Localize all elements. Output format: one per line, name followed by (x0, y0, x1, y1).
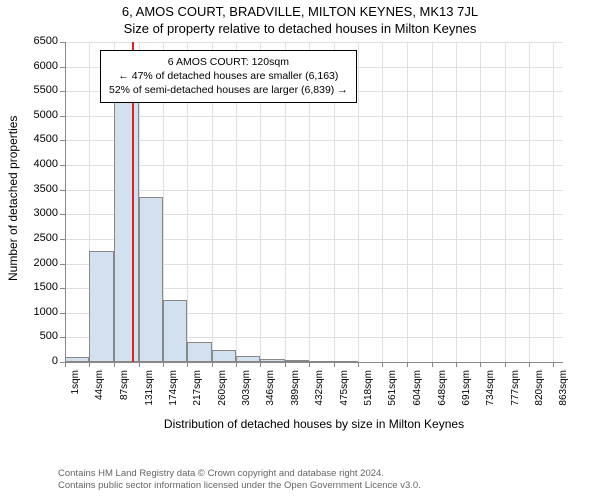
y-tick-label: 3000 (20, 207, 58, 219)
y-tick-label: 2000 (20, 257, 58, 269)
x-tick-label: 734sqm (485, 370, 496, 418)
x-axis (65, 362, 563, 363)
histogram-bar (163, 300, 187, 362)
x-tick-label: 303sqm (241, 370, 252, 418)
grid-line (358, 42, 359, 362)
grid-line (432, 42, 433, 362)
callout-line3: 52% of semi-detached houses are larger (… (109, 83, 348, 97)
page-title: 6, AMOS COURT, BRADVILLE, MILTON KEYNES,… (0, 0, 600, 19)
histogram-bar (89, 251, 113, 362)
callout-line1: 6 AMOS COURT: 120sqm (109, 55, 348, 69)
x-tick-label: 561sqm (387, 370, 398, 418)
y-tick-label: 5000 (20, 109, 58, 121)
y-tick-label: 3500 (20, 183, 58, 195)
y-tick-label: 1500 (20, 281, 58, 293)
x-axis-label: Distribution of detached houses by size … (65, 417, 563, 431)
grid-line (65, 116, 563, 117)
y-axis-label: Number of detached properties (6, 121, 20, 281)
grid-line (480, 42, 481, 362)
grid-line (456, 42, 457, 362)
grid-line (529, 42, 530, 362)
histogram-bar (114, 91, 139, 362)
y-tick-label: 4500 (20, 133, 58, 145)
grid-line (553, 42, 554, 362)
y-tick-label: 1000 (20, 306, 58, 318)
footer-attribution: Contains HM Land Registry data © Crown c… (58, 468, 421, 493)
grid-line (382, 42, 383, 362)
x-tick-label: 604sqm (412, 370, 423, 418)
y-tick-label: 6500 (20, 35, 58, 47)
grid-line (65, 42, 563, 43)
x-tick-label: 389sqm (290, 370, 301, 418)
y-tick-label: 6000 (20, 60, 58, 72)
x-tick-label: 346sqm (265, 370, 276, 418)
y-tick-label: 0 (20, 355, 58, 367)
grid-line (65, 140, 563, 141)
histogram-bar (139, 197, 163, 362)
histogram-bar (187, 342, 211, 362)
footer-line1: Contains HM Land Registry data © Crown c… (58, 468, 421, 480)
chart-subtitle: Size of property relative to detached ho… (0, 19, 600, 36)
grid-line (65, 190, 563, 191)
x-tick-label: 87sqm (119, 370, 130, 418)
x-tick-label: 44sqm (94, 370, 105, 418)
x-tick-label: 777sqm (510, 370, 521, 418)
grid-line (65, 165, 563, 166)
y-axis (65, 42, 66, 362)
y-tick-label: 500 (20, 330, 58, 342)
x-tick-label: 131sqm (144, 370, 155, 418)
callout-box: 6 AMOS COURT: 120sqm ← 47% of detached h… (100, 50, 357, 103)
x-tick-label: 475sqm (339, 370, 350, 418)
x-tick-label: 518sqm (363, 370, 374, 418)
x-tick-label: 820sqm (534, 370, 545, 418)
x-tick-label: 863sqm (558, 370, 569, 418)
y-tick-label: 5500 (20, 84, 58, 96)
y-tick-label: 2500 (20, 232, 58, 244)
x-tick-label: 260sqm (217, 370, 228, 418)
callout-line2: ← 47% of detached houses are smaller (6,… (109, 69, 348, 83)
y-tick-label: 4000 (20, 158, 58, 170)
x-tick-label: 648sqm (437, 370, 448, 418)
footer-line2: Contains public sector information licen… (58, 480, 421, 492)
x-tick-label: 1sqm (70, 370, 81, 418)
grid-line (407, 42, 408, 362)
x-tick-label: 432sqm (314, 370, 325, 418)
x-tick-label: 691sqm (461, 370, 472, 418)
x-tick-label: 217sqm (192, 370, 203, 418)
histogram-bar (212, 350, 236, 362)
x-tick-label: 174sqm (168, 370, 179, 418)
grid-line (505, 42, 506, 362)
